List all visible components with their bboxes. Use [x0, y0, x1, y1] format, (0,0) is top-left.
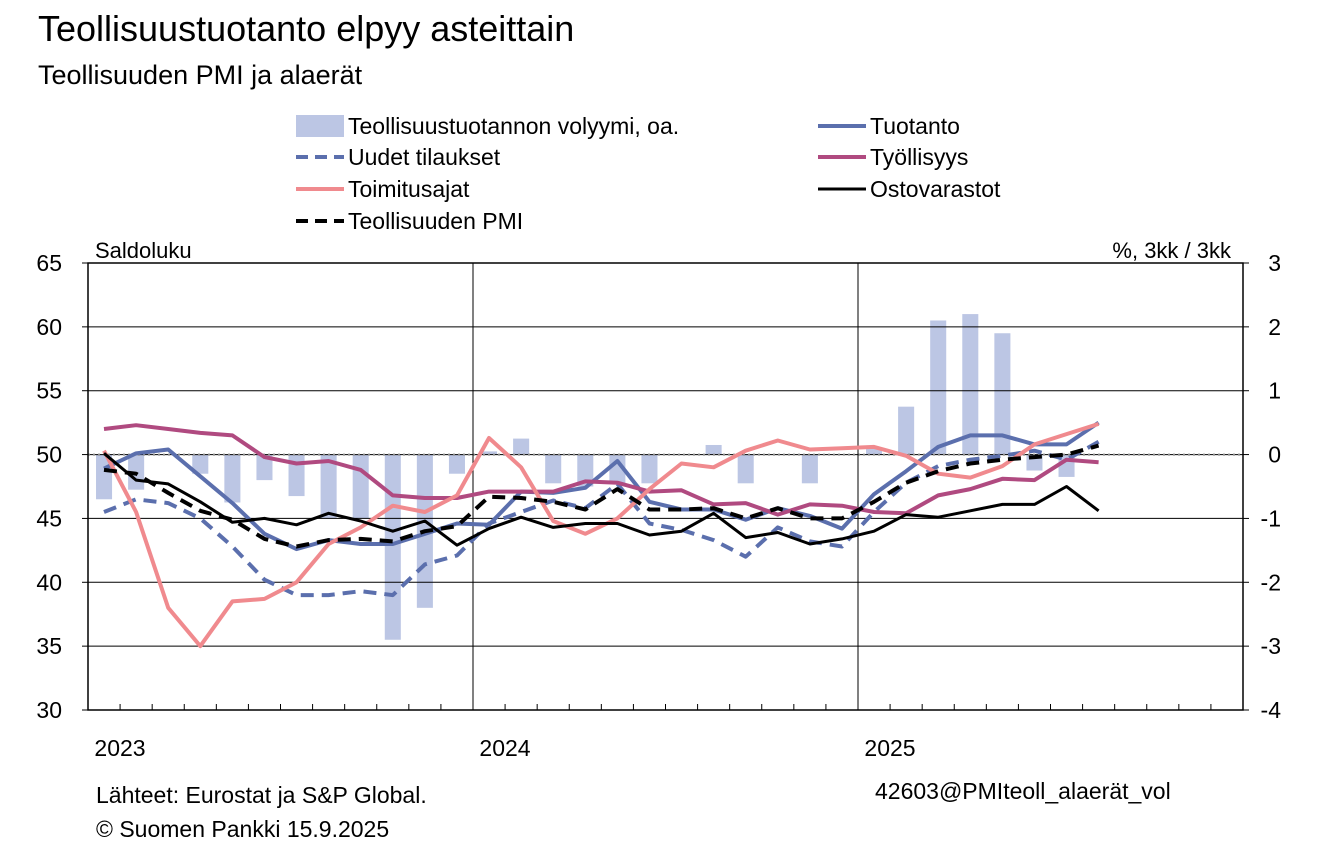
bar-volume-14: [545, 454, 562, 484]
bar-volume-5: [256, 454, 273, 481]
y-axis-left-label: Saldoluku: [95, 238, 192, 263]
y-right-tick-label--2: -2: [1261, 569, 1281, 595]
y-right-tick-label-0: 0: [1268, 442, 1281, 468]
legend-item-employment: Työllisyys: [818, 141, 968, 173]
legend-label-pmi: Teollisuuden PMI: [348, 207, 524, 234]
legend-label-orders: Uudet tilaukset: [348, 143, 501, 170]
legend-label-volume: Teollisuustuotannon volyymi, oa.: [348, 112, 680, 139]
legend: Teollisuustuotannon volyymi, oa. Uudet t…: [0, 0, 1318, 240]
series-line-4: [103, 452, 1100, 547]
legend-swatch-volume: [296, 115, 344, 137]
y-left-tick-label-60: 60: [36, 314, 62, 340]
legend-swatch-orders: [296, 155, 344, 159]
legend-label-delivery: Toimitusajat: [348, 175, 470, 202]
bar-volume-7: [320, 454, 337, 519]
series-line-2: [103, 423, 1099, 517]
y-left-tick-label-35: 35: [36, 633, 62, 659]
chart-subtitle: Teollisuuden PMI ja alaerät: [38, 60, 363, 90]
x-tick-label-2025: 2025: [864, 735, 915, 761]
bar-volume-22: [801, 454, 818, 484]
chart-code: 42603@PMIteoll_alaerät_vol: [875, 778, 1171, 804]
bar-volume-20: [737, 454, 754, 484]
sources-note: Lähteet: Eurostat ja S&P Global.: [96, 782, 427, 808]
legend-item-output: Tuotanto: [818, 110, 960, 142]
bar-volume-4: [224, 454, 241, 503]
bar-volume-27: [962, 314, 979, 455]
plot-frame: [87, 262, 1244, 711]
y-right-tick-label-2: 2: [1268, 314, 1281, 340]
y-right-tick-label-1: 1: [1268, 378, 1281, 404]
series-line-5: [103, 443, 1100, 549]
bar-volume-17: [641, 454, 658, 484]
bar-volume-16: [609, 454, 626, 484]
legend-swatch-stocks: [818, 187, 866, 191]
bar-volume-12: [481, 451, 498, 455]
bar-volume-26: [930, 320, 947, 455]
footer-left: Lähteet: Eurostat ja S&P Global. © Suome…: [96, 778, 427, 846]
legend-label-employment: Työllisyys: [870, 143, 969, 170]
bar-volume-28: [994, 333, 1011, 455]
axes-layer: 2023 2024 2025 30 35 40 45 50 55 60 65 -4 -3 -2 -1 0 1 2 3: [36, 250, 1281, 761]
y-right-tick-label--4: -4: [1261, 697, 1282, 723]
bar-volume-25: [898, 406, 915, 455]
bar-volume-15: [577, 454, 594, 487]
legend-label-output: Tuotanto: [870, 112, 960, 139]
y-left-tick-label-40: 40: [36, 569, 62, 595]
bar-volume-13: [513, 438, 530, 455]
series-line-3: [102, 421, 1100, 649]
copyright-note: © Suomen Pankki 15.9.2025: [96, 816, 390, 842]
y-right-tick-label--3: -3: [1261, 633, 1281, 659]
y-right-tick-label--1: -1: [1261, 505, 1281, 531]
x-tick-label-2024: 2024: [479, 735, 530, 761]
x-tick-label-2023: 2023: [94, 735, 145, 761]
legend-swatch-delivery: [296, 187, 344, 191]
legend-item-orders: Uudet tilaukset: [296, 141, 500, 173]
y-axis-right-label: %, 3kk / 3kk: [1112, 238, 1232, 263]
legend-label-stocks: Ostovarastot: [870, 175, 1001, 202]
y-left-tick-label-50: 50: [36, 442, 62, 468]
y-right-tick-label-3: 3: [1268, 250, 1281, 276]
series-line-0: [103, 420, 1100, 552]
legend-swatch-pmi: [296, 219, 344, 223]
bar-volume-19: [705, 444, 722, 455]
legend-item-pmi: Teollisuuden PMI: [296, 205, 523, 237]
grid-layer: [88, 263, 1243, 710]
y-left-tick-label-30: 30: [36, 697, 62, 723]
legend-item-stocks: Ostovarastot: [818, 173, 1000, 205]
chart-title: Teollisuustuotanto elpyy asteittain: [38, 8, 575, 49]
bar-volume-3: [192, 454, 209, 474]
legend-swatch-employment: [818, 155, 866, 159]
legend-item-volume: Teollisuustuotannon volyymi, oa.: [296, 110, 679, 142]
bar-volume-8: [352, 454, 369, 519]
legend-swatch-output: [818, 124, 866, 128]
bar-volume-9: [384, 454, 401, 640]
bar-volume-11: [448, 454, 465, 474]
legend-item-delivery: Toimitusajat: [296, 173, 469, 205]
y-left-tick-label-65: 65: [36, 250, 62, 276]
lines-layer: [102, 420, 1100, 649]
y-left-tick-label-55: 55: [36, 378, 62, 404]
y-left-tick-label-45: 45: [36, 505, 62, 531]
bar-volume-24: [866, 448, 883, 455]
